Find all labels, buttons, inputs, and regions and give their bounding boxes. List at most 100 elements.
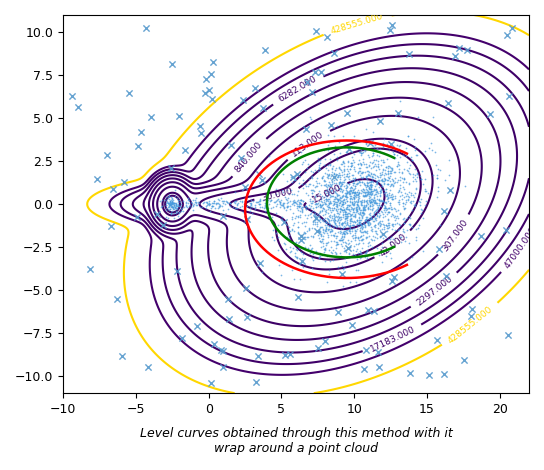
Point [323, 197, 332, 205]
Point [349, 205, 357, 212]
Point [164, 199, 172, 207]
Point [316, 159, 324, 167]
Point [313, 200, 322, 207]
Point [168, 197, 177, 205]
Point [319, 226, 327, 233]
Point [338, 158, 347, 165]
Point [326, 181, 335, 189]
Point [348, 176, 356, 183]
Point [320, 155, 329, 162]
Point [329, 197, 337, 205]
Point [324, 161, 332, 169]
Point [349, 200, 357, 208]
Text: 30.000: 30.000 [261, 187, 293, 204]
Point [335, 210, 344, 218]
Point [364, 161, 373, 169]
Point [329, 176, 338, 184]
Point [281, 195, 290, 203]
Point [417, 206, 426, 214]
Point [344, 158, 353, 166]
Point [397, 233, 406, 241]
Point [350, 213, 359, 221]
Point [351, 191, 360, 198]
Point [298, 264, 307, 271]
Point [318, 251, 326, 259]
Point [339, 210, 348, 218]
Point [166, 197, 175, 204]
Point [375, 213, 384, 220]
Point [355, 203, 363, 211]
Point [182, 202, 190, 210]
Point [364, 250, 373, 258]
Point [314, 227, 323, 235]
Point [365, 202, 374, 209]
Point [296, 149, 305, 156]
Point [359, 204, 368, 212]
Point [340, 179, 349, 186]
Point [367, 191, 375, 198]
Point [365, 192, 374, 199]
Point [217, 346, 225, 353]
Point [167, 210, 176, 217]
Point [327, 248, 336, 255]
Point [396, 210, 405, 218]
Text: 428555.000: 428555.000 [330, 11, 385, 35]
Point [345, 190, 354, 198]
Point [281, 193, 289, 201]
Point [336, 203, 345, 210]
Point [339, 198, 348, 205]
Point [369, 179, 378, 186]
Point [307, 209, 316, 217]
Point [342, 219, 351, 227]
Point [166, 196, 175, 204]
Point [279, 188, 288, 196]
Point [386, 212, 395, 219]
Point [384, 222, 393, 229]
Point [314, 179, 323, 186]
Point [350, 197, 358, 205]
Point [294, 212, 302, 220]
Point [333, 240, 342, 248]
Point [362, 164, 370, 171]
Point [366, 189, 374, 197]
Point [172, 208, 181, 215]
Point [320, 249, 329, 256]
Point [374, 209, 383, 217]
Point [295, 208, 304, 215]
Point [504, 331, 512, 338]
Point [218, 200, 227, 207]
Point [366, 241, 374, 249]
Point [379, 213, 387, 220]
Point [373, 220, 382, 228]
Point [164, 206, 173, 213]
Point [389, 192, 398, 199]
Point [337, 168, 346, 175]
Point [327, 212, 336, 219]
Point [399, 219, 408, 227]
Point [288, 178, 297, 186]
Point [183, 204, 191, 211]
Point [382, 190, 391, 198]
Point [405, 194, 413, 201]
Point [345, 189, 354, 196]
Point [423, 189, 432, 196]
Point [336, 179, 345, 186]
Point [289, 244, 298, 251]
Point [181, 199, 190, 206]
Point [291, 214, 300, 221]
Point [402, 198, 411, 205]
Point [320, 196, 329, 204]
Point [325, 222, 333, 229]
Point [336, 208, 344, 216]
Point [188, 200, 197, 207]
Point [364, 184, 373, 191]
Point [368, 152, 377, 160]
Point [418, 167, 426, 175]
Point [376, 193, 385, 200]
Point [376, 173, 385, 181]
Point [338, 158, 347, 165]
Point [388, 181, 397, 189]
Point [338, 206, 347, 214]
Point [377, 161, 386, 169]
Point [213, 196, 222, 203]
